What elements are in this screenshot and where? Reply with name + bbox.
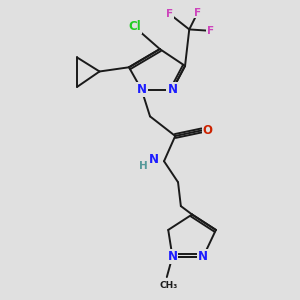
- Text: N: N: [167, 83, 177, 96]
- Text: N: N: [198, 250, 208, 263]
- Text: Cl: Cl: [128, 20, 141, 33]
- Text: F: F: [166, 9, 173, 19]
- Text: N: N: [149, 153, 159, 166]
- Text: O: O: [202, 124, 212, 137]
- Text: H: H: [140, 161, 148, 171]
- Text: methyl: methyl: [164, 282, 169, 283]
- Text: N: N: [136, 83, 147, 96]
- Text: CH₃: CH₃: [159, 281, 177, 290]
- Text: F: F: [207, 26, 214, 36]
- Text: N: N: [167, 250, 177, 263]
- Text: F: F: [194, 8, 201, 18]
